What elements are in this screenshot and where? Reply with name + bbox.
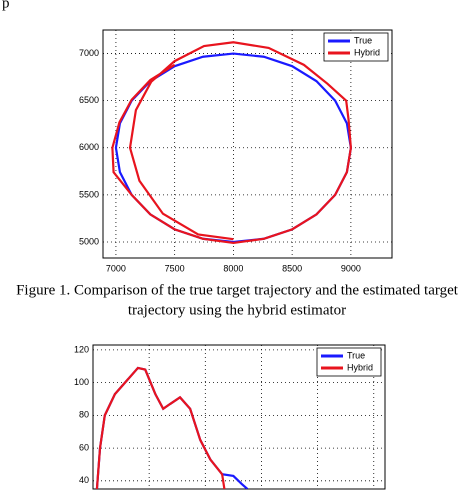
axes-frame — [102, 29, 393, 259]
x-tick-label: 8500 — [282, 263, 302, 273]
caption: Figure 1. Comparison of the true target … — [16, 282, 459, 298]
y-tick-label: 120 — [74, 344, 89, 354]
y-tick-label: 40 — [79, 475, 89, 485]
y-tick-label: 60 — [79, 442, 89, 452]
x-tick-label: 7500 — [165, 263, 185, 273]
legend-box — [323, 32, 389, 62]
legend-label: True — [354, 35, 372, 45]
data-line — [95, 366, 226, 489]
legend-box — [316, 347, 382, 377]
y-tick-label: 7000 — [79, 48, 99, 58]
x-tick-label: 7000 — [106, 263, 126, 273]
x-tick-label: 9000 — [341, 263, 361, 273]
x-tick-label: 8000 — [223, 263, 243, 273]
plot: 40 60 80 100 120 True Hybrid — [74, 344, 386, 490]
y-tick-label: 6500 — [79, 95, 99, 105]
y-tick-label: 100 — [74, 377, 89, 387]
caption: trajectory using the hybrid estimator — [128, 302, 346, 318]
legend-label: True — [347, 350, 365, 360]
legend-label: Hybrid — [347, 362, 373, 372]
legend-label: Hybrid — [354, 47, 380, 57]
y-tick-label: 6000 — [79, 142, 99, 152]
plot: 7000 7500 8000 8500 9000 5000 5500 6000 6500 7000… — [79, 29, 393, 273]
y-tick-label: 5000 — [79, 236, 99, 246]
data-line — [111, 41, 352, 245]
text-fragment: p — [2, 0, 10, 11]
y-tick-label: 5500 — [79, 189, 99, 199]
y-tick-label: 80 — [79, 410, 89, 420]
